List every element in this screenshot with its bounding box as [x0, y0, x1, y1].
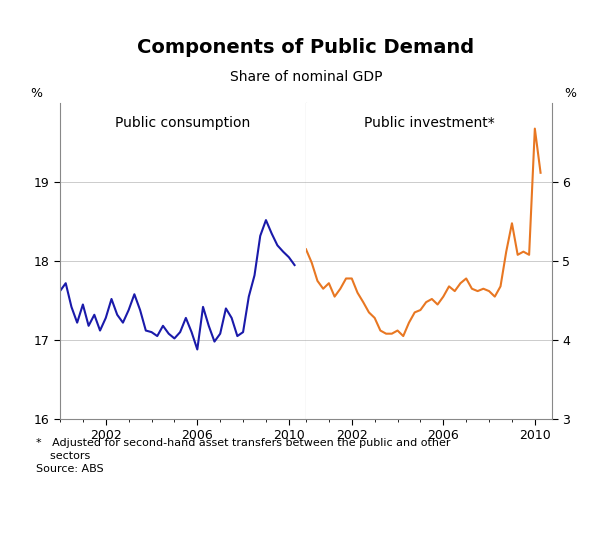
Text: Public consumption: Public consumption: [115, 116, 251, 130]
Text: *   Adjusted for second-hand asset transfers between the public and other
    se: * Adjusted for second-hand asset transfe…: [36, 438, 451, 474]
Text: Share of nominal GDP: Share of nominal GDP: [230, 70, 382, 84]
Text: %: %: [31, 87, 43, 100]
Text: %: %: [565, 87, 577, 100]
Text: Components of Public Demand: Components of Public Demand: [137, 38, 475, 57]
Text: Public investment*: Public investment*: [364, 116, 494, 130]
